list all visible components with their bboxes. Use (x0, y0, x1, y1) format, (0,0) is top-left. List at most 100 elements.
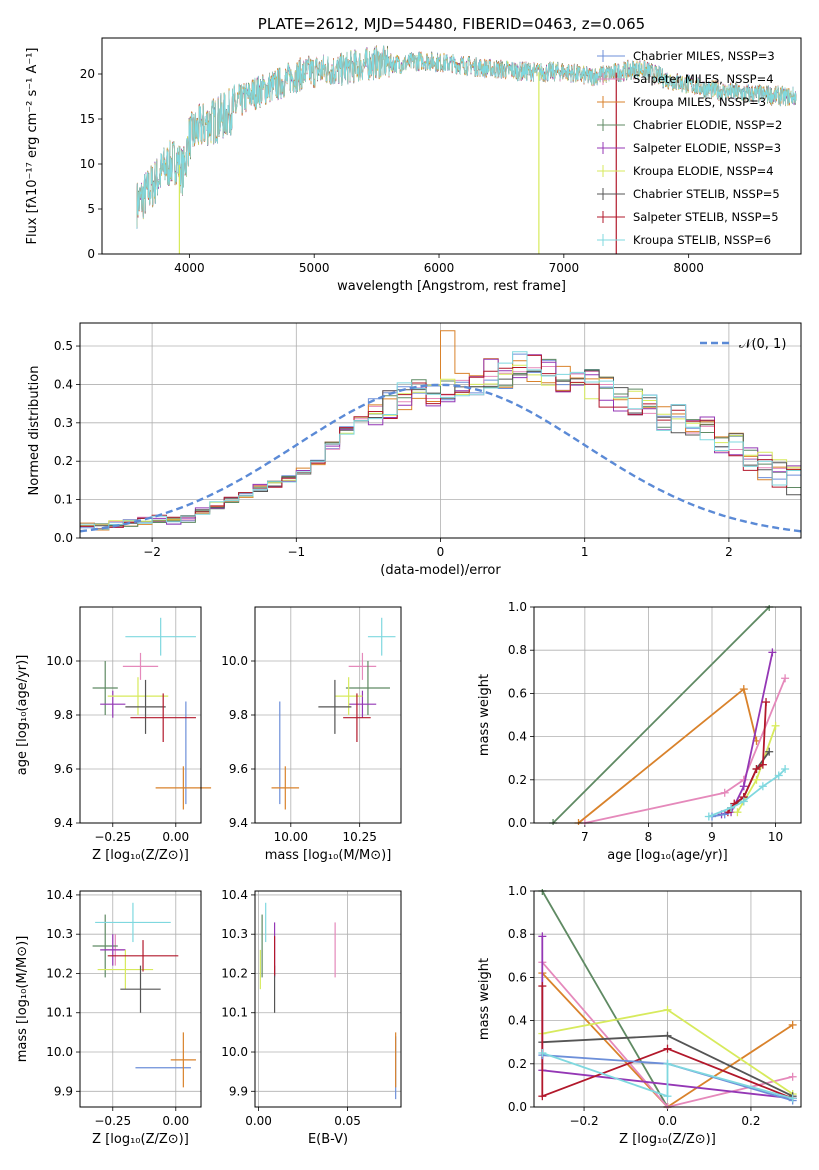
x-tick-label: 8 (645, 830, 653, 844)
chart-title: PLATE=2612, MJD=54480, FIBERID=0463, z=0… (258, 15, 645, 33)
x-tick-label: 0 (437, 545, 445, 559)
x-tick-label: −0.2 (569, 1114, 598, 1128)
y-tick-label: 1.0 (508, 600, 527, 614)
y-tick-label: 0.8 (508, 643, 527, 657)
x-tick-label: −0.25 (94, 1114, 131, 1128)
x-axis-label: mass [log₁₀(M/M⊙)] (265, 848, 392, 863)
x-tick-label: 0.05 (334, 1114, 361, 1128)
x-tick-label: −2 (143, 545, 161, 559)
y-axis-label: Flux [fλ10⁻¹⁷ erg cm⁻² s⁻¹ A⁻¹] (25, 48, 40, 245)
panel-2: −2 −1 0 1 2 0.0 0.1 0.2 0.3 0.4 0.5 (data-model)/er… (27, 322, 802, 578)
y-tick-label: 5 (87, 202, 95, 216)
x-axis-label: age [log₁₀(age/yr)] (607, 848, 728, 863)
y-tick-label: 0.4 (54, 377, 73, 391)
legend-entry-label: Salpeter STELIB, NSSP=5 (633, 210, 779, 224)
axes-frame (79, 322, 802, 539)
x-tick-label: 2 (725, 545, 733, 559)
axes-frame (533, 606, 802, 824)
y-tick-label: 0.0 (508, 1100, 527, 1114)
histogram-series (80, 366, 801, 526)
y-tick-label: 1.0 (508, 884, 527, 898)
histogram-series (80, 358, 801, 527)
x-tick-label: 0.2 (741, 1114, 760, 1128)
weight-series-line (541, 986, 794, 1100)
legend-entry-label: Kroupa MILES, NSSP=3 (633, 95, 766, 109)
y-axis-label: age [log₁₀(age/yr)] (15, 655, 30, 776)
histogram-series (80, 370, 801, 527)
weight-series-line (541, 890, 669, 1108)
axes-frame (79, 890, 202, 1108)
y-tick-label: 0.0 (508, 816, 527, 830)
x-tick-label: 0.0 (658, 1114, 677, 1128)
x-tick-label: −0.25 (94, 830, 131, 844)
legend-entry-label: 𝒩(0, 1) (739, 337, 786, 352)
panel-8: −0.2 0.0 0.2 0.0 0.2 0.4 0.6 0.8 1.0 Z [log₁₀(Z/Z… (477, 884, 802, 1147)
panel-6: −0.25 0.00 9.9 10.0 10.1 10.2 10.3 10.4 Z [log₁₀… (15, 888, 202, 1147)
y-tick-label: 9.9 (54, 1084, 73, 1098)
histogram-series (80, 353, 801, 531)
histogram-series (80, 330, 801, 531)
x-tick-label: 1 (581, 545, 589, 559)
y-tick-label: 0.6 (508, 686, 527, 700)
histogram-steps (80, 330, 801, 533)
legend: Chabrier MILES, NSSP=3 Salpeter MILES, NS… (597, 49, 782, 247)
y-tick-label: 10.2 (221, 966, 248, 980)
y-tick-label: 9.6 (54, 762, 73, 776)
x-tick-label: 0.00 (162, 1114, 189, 1128)
x-tick-label: −1 (287, 545, 305, 559)
weight-series-line (584, 677, 786, 824)
y-tick-label: 0.0 (54, 531, 73, 545)
legend-entry-label: Chabrier MILES, NSSP=3 (633, 49, 775, 63)
y-tick-label: 0.1 (54, 493, 73, 507)
x-tick-label: 10.25 (342, 830, 376, 844)
y-tick-label: 9.6 (229, 762, 248, 776)
y-tick-label: 10.3 (46, 927, 73, 941)
y-tick-label: 9.8 (54, 708, 73, 722)
y-tick-label: 15 (80, 112, 95, 126)
panel-7: 0.00 0.05 9.9 10.0 10.1 10.2 10.3 10.4 E(B-V) (221, 888, 402, 1147)
y-tick-label: 9.4 (54, 816, 73, 830)
y-tick-label: 10 (80, 157, 95, 171)
y-tick-label: 0 (87, 247, 95, 261)
spectrum-lines (136, 45, 797, 254)
y-tick-label: 0.4 (508, 730, 527, 744)
weight-series-line (542, 1052, 793, 1100)
y-tick-label: 10.0 (46, 1045, 73, 1059)
y-tick-label: 9.8 (229, 708, 248, 722)
x-axis-label: wavelength [Angstrom, rest frame] (337, 279, 566, 294)
histogram-series (80, 354, 801, 530)
y-tick-label: 0.5 (54, 339, 73, 353)
x-tick-label: 0.00 (245, 1114, 272, 1128)
y-tick-label: 9.4 (229, 816, 248, 830)
panel-4: 10.00 10.25 9.4 9.6 9.8 10.0 mass [log₁₀(M/M⊙)… (221, 606, 402, 863)
y-tick-label: 10.1 (46, 1006, 73, 1020)
legend-entry-label: Salpeter ELODIE, NSSP=3 (633, 141, 781, 155)
legend-entry-label: Chabrier STELIB, NSSP=5 (633, 187, 780, 201)
histogram-series (80, 351, 801, 530)
y-tick-label: 10.4 (221, 888, 248, 902)
y-tick-label: 10.2 (46, 966, 73, 980)
y-tick-label: 0.8 (508, 927, 527, 941)
x-tick-label: 7000 (549, 261, 580, 275)
gaussian-reference-curve (80, 383, 801, 533)
y-tick-label: 9.9 (229, 1084, 248, 1098)
y-tick-label: 0.2 (508, 1057, 527, 1071)
y-tick-label: 0.2 (54, 454, 73, 468)
y-tick-label: 10.1 (221, 1006, 248, 1020)
x-axis-label: Z [log₁₀(Z/Z⊙)] (92, 1132, 189, 1147)
x-tick-label: 10.00 (274, 830, 308, 844)
x-tick-label: 6000 (424, 261, 455, 275)
y-axis-label: mass [log₁₀(M/M⊙)] (15, 936, 30, 1063)
panel-3: −0.25 0.00 9.4 9.6 9.8 10.0 Z [log₁₀(Z/Z⊙)] age… (15, 606, 212, 863)
legend-entry-label: Kroupa ELODIE, NSSP=4 (633, 164, 774, 178)
x-axis-label: Z [log₁₀(Z/Z⊙)] (92, 848, 189, 863)
weight-series-line (721, 652, 774, 816)
weight-series-line (736, 725, 777, 813)
axes-frame (254, 606, 402, 824)
y-tick-label: 0.3 (54, 416, 73, 430)
y-axis-label: Normed distribution (27, 366, 42, 496)
legend-entry-label: Salpeter MILES, NSSP=4 (633, 72, 774, 86)
x-tick-label: 0.00 (162, 830, 189, 844)
y-tick-label: 0.6 (508, 970, 527, 984)
